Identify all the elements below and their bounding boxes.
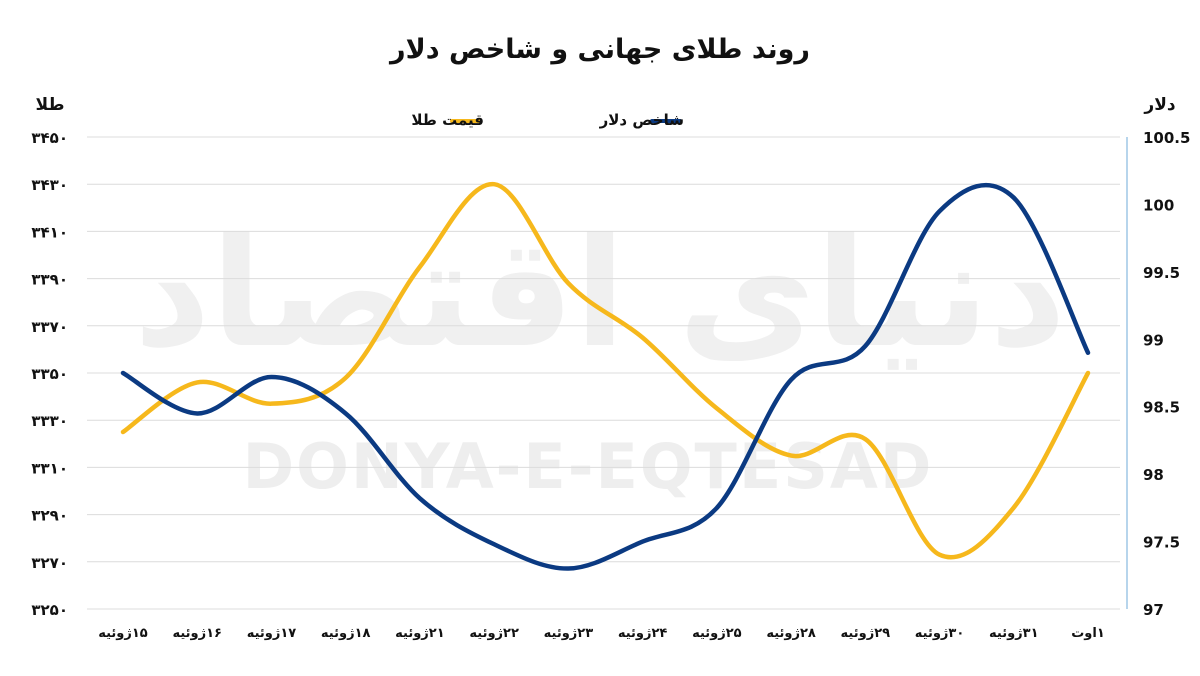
category-label: ۱۵ژوئیه	[98, 626, 148, 641]
category-label: ۱۶ژوئیه	[172, 626, 222, 641]
legend-label-gold: قیمت طلا	[411, 111, 484, 129]
right-tick-label: 99	[1143, 331, 1164, 349]
dollar-index-line	[120, 182, 1091, 571]
left-axis-ticks: ۳۲۵۰ ۳۲۷۰ ۳۲۹۰ ۳۳۱۰ ۳۳۳۰ ۳۳۵۰ ۳۳۷۰ ۳۳۹۰ ۳۴۱۰ ۳۴۳۰…	[31, 129, 68, 619]
category-label: ۳۰ژوئیه	[915, 626, 965, 641]
category-label: ۲۲ژوئیه	[469, 626, 519, 641]
legend: قیمت طلا شاخص دلار	[411, 111, 684, 129]
left-axis-title: طلا	[36, 95, 65, 115]
left-tick-label: ۳۴۱۰	[31, 223, 68, 241]
chart-title: روند طلای جهانی و شاخص دلار	[388, 34, 810, 65]
left-tick-label: ۳۴۵۰	[31, 129, 68, 147]
category-label: ۳۱ژوئیه	[989, 626, 1039, 641]
left-tick-label: ۳۳۷۰	[31, 318, 68, 336]
left-tick-label: ۳۲۷۰	[31, 554, 68, 572]
category-label: ۲۳ژوئیه	[544, 626, 594, 641]
series	[120, 181, 1091, 571]
watermark-persian: دنیای اقتصاد	[134, 207, 1067, 381]
right-tick-label: 99.5	[1143, 264, 1180, 282]
category-label: ۲۵ژوئیه	[692, 626, 742, 641]
left-tick-label: ۳۲۵۰	[31, 601, 68, 619]
category-label: ۲۱ژوئیه	[395, 626, 445, 641]
right-axis-ticks: 97 97.5 98 98.5 99 99.5 100 100.5	[1143, 129, 1190, 619]
left-tick-label: ۳۲۹۰	[31, 507, 68, 525]
category-label: ۱۷ژوئیه	[247, 626, 297, 641]
left-tick-label: ۳۴۳۰	[31, 176, 68, 194]
category-label: ۱۸ژوئیه	[321, 626, 371, 641]
left-tick-label: ۳۳۵۰	[31, 365, 68, 383]
watermark-latin: DONYA-E-EQTESAD	[243, 430, 934, 503]
category-label: ۲۹ژوئیه	[841, 626, 891, 641]
right-axis-title: دلار	[1143, 95, 1175, 115]
category-label: ۲۴ژوئیه	[618, 626, 668, 641]
right-tick-label: 97	[1143, 601, 1164, 619]
right-tick-label: 98	[1143, 466, 1164, 484]
right-tick-label: 98.5	[1143, 399, 1180, 417]
right-tick-label: 100.5	[1143, 129, 1190, 147]
watermark: دنیای اقتصاد DONYA-E-EQTESAD	[134, 207, 1067, 503]
category-label: ۱اوت	[1071, 626, 1105, 641]
category-label: ۲۸ژوئیه	[766, 626, 816, 641]
left-tick-label: ۳۳۹۰	[31, 271, 68, 289]
left-tick-label: ۳۳۱۰	[31, 459, 68, 477]
left-tick-label: ۳۳۳۰	[31, 412, 68, 430]
category-labels: ۱۵ژوئیه ۱۶ژوئیه ۱۷ژوئیه ۱۸ژوئیه ۲۱ژوئیه ۲۲ژوئ…	[98, 626, 1105, 641]
gold-price-line	[120, 181, 1091, 560]
right-tick-label: 100	[1143, 196, 1174, 214]
grid	[87, 136, 1120, 610]
legend-label-dollar: شاخص دلار	[599, 111, 684, 129]
right-tick-label: 97.5	[1143, 534, 1180, 552]
